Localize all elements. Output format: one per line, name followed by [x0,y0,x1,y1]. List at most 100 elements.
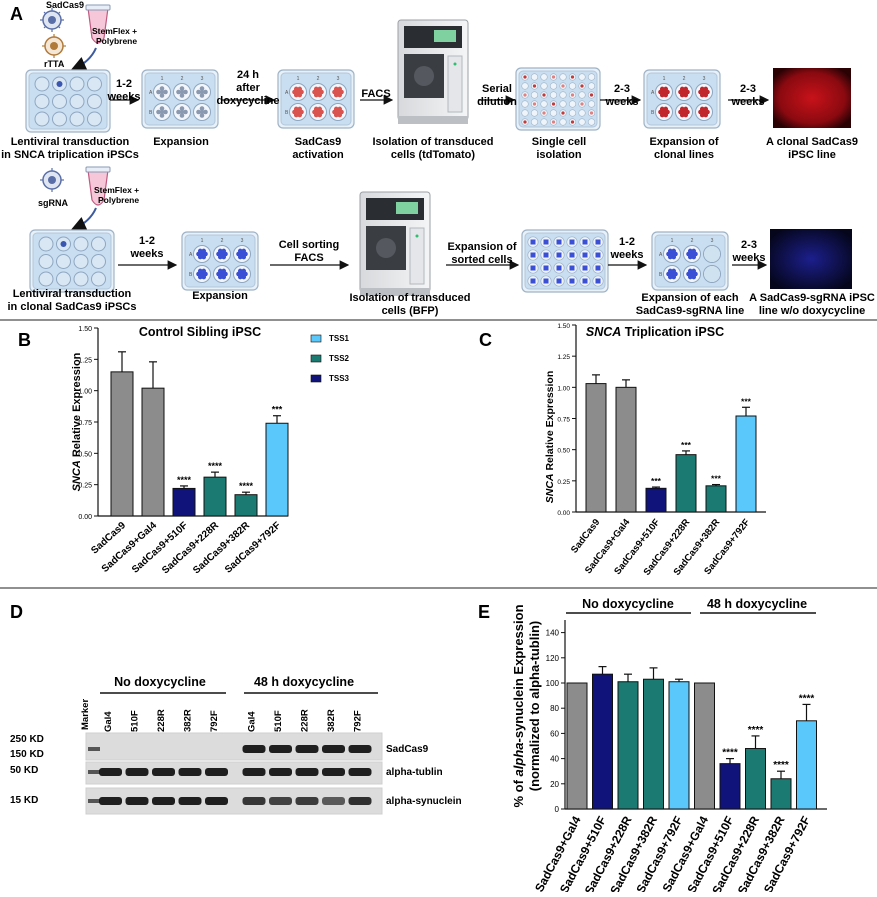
well [540,73,548,81]
y-tick-label: 0.00 [557,510,570,517]
cell-colony [199,106,205,111]
well [38,236,54,252]
significance-label: *** [711,474,722,484]
machine-base [398,116,468,124]
plate-col-label: 1 [201,238,204,244]
well [56,271,71,287]
fluorescence-image-red [773,68,851,128]
plate-row-label: A [651,90,655,96]
protein-band [269,797,292,805]
cell-colony [179,93,185,98]
chart-c-ylabel: SNCA Relative Expression [544,371,556,503]
cell-colony [595,239,601,245]
blot-group1-label: No doxycycline [114,675,206,689]
well [568,82,577,90]
protein-band [178,797,202,805]
cell-colony [569,252,575,258]
legend-swatch [310,374,322,383]
legend-label: TSS1 [329,334,350,343]
x-category-label: SadCas9+792F [223,520,283,576]
bar [172,487,196,517]
protein-band [269,745,292,753]
facs-sorter-icon [359,191,431,296]
cell-colony [176,109,181,115]
well-plate-96-single-cell [515,67,601,131]
well [52,94,67,109]
row1-label: SadCas9 activation [292,136,344,161]
blot-lane-label: 792F [209,710,220,732]
protein-band [295,768,319,776]
well [34,76,50,92]
western-blot: SadCas9 alpha-tublin alpha-synuclein 250 KD… [10,732,462,815]
well [559,73,567,81]
row2-label: Expansion of each SadCas9-sgRNA line [636,292,744,317]
cell-colony [179,86,185,91]
well [587,100,596,108]
well [73,271,89,287]
chart-e: 020406080100120140SadCas9+Gal4SadCas9+51… [532,620,827,897]
plate-row-label: B [189,272,193,278]
row2-label: Expansion [192,290,248,302]
machine-part [414,66,434,86]
y-tick-label: 0.00 [78,514,92,521]
protein-band [205,797,228,805]
well [521,109,529,117]
bar [796,720,817,810]
facs-sorter-icon [397,19,469,124]
y-tick-label: 20 [550,780,559,789]
well [540,82,548,90]
well-plate-6-clonal: 1 2 3 A B [643,69,721,129]
significance-label: *** [741,396,752,406]
cell-colony [196,109,201,115]
row2-label: Isolation of transduced cells (BFP) [349,292,470,317]
y-tick-label: 40 [550,755,559,764]
cell-colony [661,109,667,115]
well [69,111,85,127]
row2-label: Cell sorting FACS [279,239,340,264]
cell-colony [582,252,588,258]
row1-label: 1-2 weeks [106,78,140,103]
bar [745,748,766,810]
machine-led [453,62,457,66]
protein-band [242,768,266,776]
cell-colony [681,109,687,115]
virus-icon [40,168,64,192]
cell-colony [60,241,67,247]
protein-band [152,768,175,776]
well [87,76,102,92]
row2-label: 1-2 weeks [609,236,643,261]
bar [675,454,697,513]
cell-colony [199,86,205,91]
machine-door [409,227,425,285]
plate-col-label: 1 [161,76,164,82]
well [578,118,586,126]
machine-part [376,238,396,258]
significance-label: **** [722,748,738,759]
well [87,111,102,127]
cell-colony [561,84,565,88]
cell-colony [551,75,556,79]
machine-door [447,55,463,113]
plate-col-label: 3 [337,76,340,82]
tube-icon [85,166,111,206]
well [521,100,529,108]
panel-letter-b: B [18,330,31,350]
cell-colony [701,89,707,95]
well [568,109,577,117]
machine-display [434,30,456,42]
cell-colony [569,278,575,284]
cell-colony [543,265,549,271]
row1-label: Lentiviral transduction in SNCA triplicat… [1,136,139,161]
cell-colony [689,251,695,257]
cell-colony [681,89,687,95]
cell-colony [595,265,601,271]
significance-label: *** [651,476,662,486]
y-tick-label: 1.00 [78,389,92,396]
well [38,254,54,269]
virus-icon [42,34,66,58]
chart-b-legend: TSS1 TSS2 TSS3 [310,334,350,383]
plate-col-label: 1 [663,76,666,82]
cell-colony [56,81,63,87]
row1-label: Expansion [153,136,209,148]
